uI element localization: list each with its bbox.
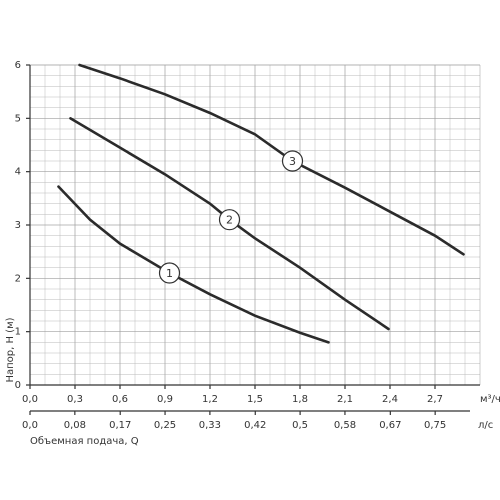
x2-tick-label: 0,5 [292,420,308,431]
x2-tick-label: 0,08 [64,420,86,431]
x2-tick-label: 0,33 [199,420,221,431]
x2-tick-label: 0,25 [154,420,176,431]
x-tick-label: 2,7 [427,394,443,405]
x2-tick-label: 0,0 [22,420,38,431]
x-tick-label: 1,2 [202,394,218,405]
y-tick-label: 3 [15,220,21,231]
curve-marker [158,262,181,284]
y-tick-label: 4 [15,167,21,178]
y-tick-label: 5 [15,113,21,124]
x2-unit: л/с [478,420,493,431]
y-tick-label: 1 [15,327,21,338]
curve-marker [281,150,304,172]
x2-tick-label: 0,67 [379,420,401,431]
curve [57,185,330,344]
y-axis-label: Напор, H (м) [5,317,16,382]
x2-tick-label: 0,58 [334,420,356,431]
x-tick-label: 1,5 [247,394,263,405]
curve-label: 2 [226,214,233,227]
y-tick-label: 0 [15,380,21,391]
x-tick-label: 2,4 [382,394,398,405]
x-tick-label: 0,6 [112,394,128,405]
curve [78,63,465,256]
curve-label: 1 [166,267,173,280]
x-tick-label: 2,1 [337,394,353,405]
curve-label: 3 [289,155,296,168]
x-tick-label: 1,8 [292,394,308,405]
x2-tick-label: 0,17 [109,420,131,431]
x-unit: м³/ч [480,394,500,405]
x-axis-label: Объемная подача, Q [30,436,139,447]
x2-tick-label: 0,75 [424,420,446,431]
y-tick-label: 2 [15,273,21,284]
x-tick-label: 0,9 [157,394,173,405]
curve-marker [218,209,241,231]
x2-tick-label: 0,42 [244,420,266,431]
y-tick-label: 6 [15,60,21,71]
x-tick-label: 0,3 [67,394,83,405]
x-tick-label: 0,0 [22,394,38,405]
